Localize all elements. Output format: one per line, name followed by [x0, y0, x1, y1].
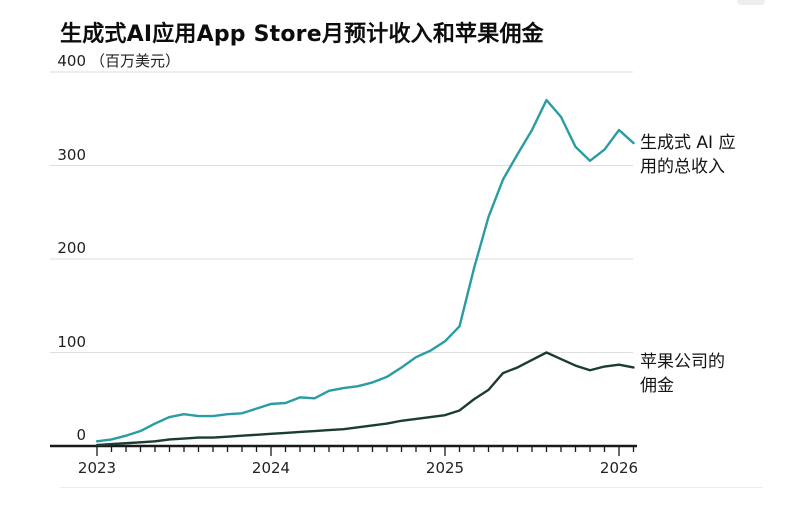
y-axis-label: 300: [44, 146, 86, 164]
y-axis-tick-value: 400: [57, 52, 86, 70]
corner-smudge: [737, 0, 765, 5]
annotation-line: 用的总收入: [640, 157, 725, 177]
x-axis-label: 2025: [425, 459, 465, 477]
y-axis-tick-value: 0: [76, 426, 86, 444]
bottom-divider: [60, 487, 763, 488]
annotation-line: 生成式 AI 应: [640, 133, 736, 153]
y-axis-label: 100: [44, 333, 86, 351]
series-line-0: [95, 98, 635, 443]
y-axis-label: 400 （百万美元）: [44, 52, 180, 70]
x-axis-label: 2023: [77, 459, 117, 477]
series-annotation-commission: 苹果公司的 佣金: [640, 350, 770, 398]
annotation-line: 苹果公司的: [640, 352, 725, 372]
y-axis-tick-value: 100: [57, 332, 86, 351]
y-axis-unit-label: （百万美元）: [90, 52, 181, 70]
y-axis-tick-value: 300: [57, 145, 86, 164]
annotation-line: 佣金: [640, 376, 674, 396]
x-axis-label: 2024: [251, 459, 291, 477]
y-axis-tick-value: 200: [57, 239, 86, 257]
chart-title: 生成式AI应用App Store月预计收入和苹果佣金: [60, 22, 544, 47]
x-axis-label: 2026: [599, 459, 639, 477]
series-annotation-revenue: 生成式 AI 应 用的总收入: [640, 131, 770, 179]
y-axis-label: 0: [44, 426, 86, 444]
series-line-1: [95, 351, 635, 447]
y-axis-label: 200: [44, 239, 86, 257]
